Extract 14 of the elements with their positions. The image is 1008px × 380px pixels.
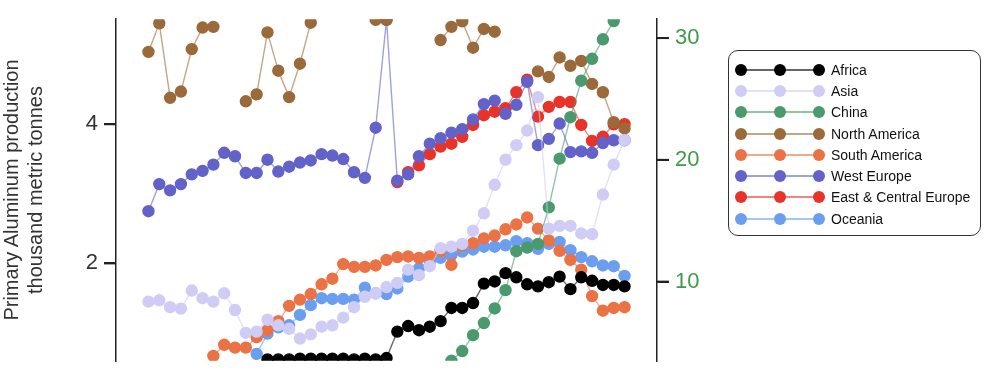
- y2-tick-label: 10: [675, 267, 700, 293]
- legend-label: Asia: [831, 82, 859, 99]
- legend-label: North America: [831, 125, 920, 142]
- legend-label: China: [831, 104, 868, 121]
- y2-tick-label: 20: [675, 145, 700, 171]
- legend-label: West Europe: [831, 168, 912, 185]
- legend-label: Oceania: [831, 210, 884, 227]
- legend-label: East & Central Europe: [831, 189, 971, 206]
- y2-tick-label: 30: [675, 24, 700, 50]
- legend-label: Africa: [831, 61, 867, 78]
- y-tick-label: 4: [85, 110, 98, 136]
- legend-label: South America: [831, 146, 923, 163]
- y-axis-title: Primary Aluminum production thousand metric tonnes: [0, 59, 46, 321]
- y-tick-label: 2: [85, 249, 98, 275]
